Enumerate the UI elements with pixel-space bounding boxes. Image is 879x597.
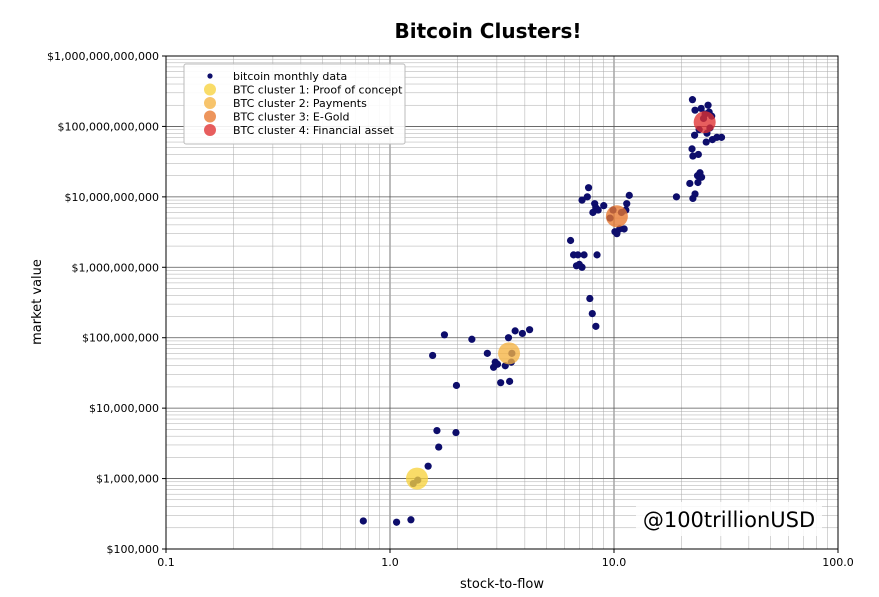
x-tick-label: 1.0 [381,556,399,569]
monthly-data-point [717,133,726,141]
x-axis: 0.1 1.0 10.0 100.0 [157,549,854,569]
y-tick-label: $100,000 [107,543,160,556]
x-tick-label: 10.0 [602,556,627,569]
cluster-center-point [605,205,628,228]
x-tick-label: 0.1 [157,556,175,569]
monthly-data-point [620,225,628,233]
legend-label: BTC cluster 3: E-Gold [233,111,350,124]
y-axis: $100,000 $1,000,000 $10,000,000 $100,000,00… [47,50,166,556]
monthly-data-point [468,335,476,343]
monthly-data-point [566,236,575,245]
y-tick-label: $100,000,000,000 [58,120,159,133]
watermark: @100trillionUSD [636,502,822,536]
y-axis-label: market value [30,259,45,345]
monthly-data-point [694,178,702,187]
monthly-data-point [424,462,432,470]
monthly-data-point [689,152,697,160]
legend-label: bitcoin monthly data [233,70,347,83]
monthly-data-point [691,131,699,139]
monthly-data-point [593,251,601,259]
monthly-data-point [504,334,513,342]
monthly-data-point [672,193,681,201]
monthly-data-point [688,145,696,153]
x-axis-label: stock-to-flow [460,577,544,592]
monthly-data-point [435,443,443,451]
monthly-data-point [578,263,586,271]
monthly-data-point [452,428,460,437]
legend-marker [204,97,216,109]
monthly-data-point [583,193,591,201]
monthly-data-point [574,251,582,259]
monthly-data-point [497,379,505,387]
watermark-background [636,502,822,536]
plot-frame [165,55,839,550]
monthly-data-point [511,327,519,335]
watermark-text: @100trillionUSD [643,508,815,532]
data-points [359,96,726,526]
monthly-data-point [594,206,602,214]
monthly-data-point [580,251,588,259]
y-tick-label: $1,000,000,000,000 [47,50,159,63]
monthly-data-point [691,190,699,198]
legend-box [183,63,406,145]
legend-label: BTC cluster 1: Proof of concept [233,84,403,97]
legend-label: BTC cluster 4: Financial asset [233,124,395,137]
monthly-data-point [584,184,593,192]
monthly-data-point [625,191,633,199]
cluster-center-point [498,342,521,365]
x-tick-label: 100.0 [822,556,854,569]
y-tick-label: $1,000,000,000 [72,261,159,274]
monthly-data-point [586,294,594,303]
monthly-data-point [578,196,586,204]
monthly-data-point [704,101,712,109]
y-tick-label: $10,000,000,000 [65,191,159,204]
monthly-data-point [429,351,437,360]
y-tick-label: $10,000,000 [89,402,159,415]
chart-title: Bitcoin Clusters! [394,19,581,43]
monthly-data-point [623,200,631,208]
monthly-data-point [493,360,502,368]
legend-marker [207,73,213,79]
monthly-data-point [440,331,449,339]
legend-marker [204,83,216,96]
monthly-data-point [697,173,706,181]
monthly-data-point [697,104,705,113]
monthly-data-point [359,517,367,525]
monthly-data-point [686,179,694,188]
monthly-data-point [506,377,514,385]
monthly-data-point [691,106,699,114]
monthly-data-point [600,202,608,210]
y-tick-label: $1,000,000 [96,473,159,486]
monthly-data-point [688,96,697,104]
legend-label: BTC cluster 2: Payments [233,97,367,110]
y-tick-label: $100,000,000 [82,332,159,345]
monthly-data-point [452,381,461,390]
cluster-center-point [406,467,429,490]
monthly-data-point [694,150,702,159]
cluster-center-point [693,111,716,134]
legend-marker [204,110,216,123]
monthly-data-point [433,426,441,435]
legend-marker [204,124,216,136]
monthly-data-point [526,326,534,334]
monthly-data-point [592,322,600,330]
monthly-data-point [588,309,596,318]
monthly-data-point [407,516,415,524]
monthly-data-point [702,138,710,146]
monthly-data-point [483,349,491,357]
monthly-data-point [392,518,401,526]
monthly-data-point [518,329,526,338]
